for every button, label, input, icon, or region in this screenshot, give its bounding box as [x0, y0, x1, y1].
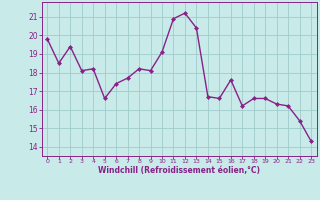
X-axis label: Windchill (Refroidissement éolien,°C): Windchill (Refroidissement éolien,°C)	[98, 166, 260, 175]
